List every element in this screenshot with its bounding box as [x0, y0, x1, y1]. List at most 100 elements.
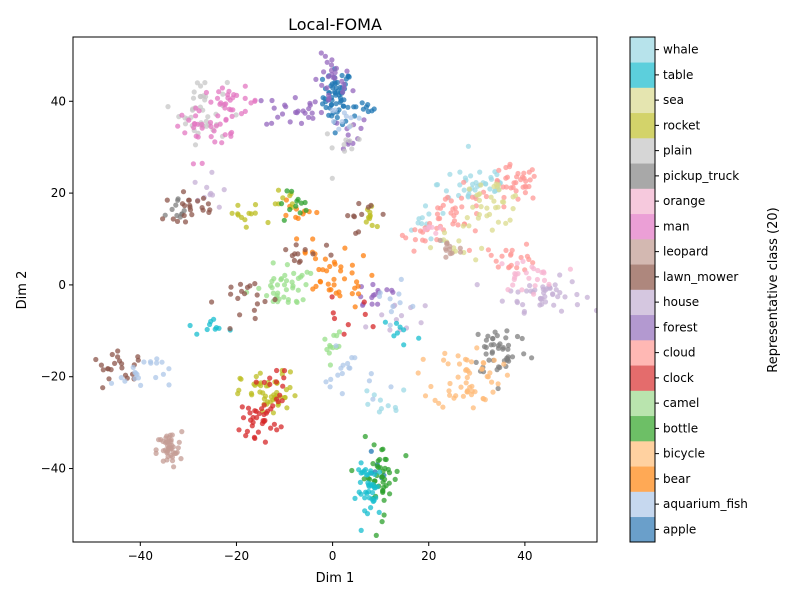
scatter-point-camel — [290, 285, 296, 291]
scatter-point-orange — [520, 258, 526, 264]
scatter-point-aquarium_fish — [338, 365, 344, 371]
scatter-point-whale — [462, 175, 468, 181]
scatter-point-table — [376, 509, 382, 515]
scatter-point-pickup_truck — [485, 333, 491, 339]
scatter-point-sea — [488, 194, 494, 200]
scatter-point-clock — [255, 429, 261, 435]
scatter-point-apple — [319, 76, 326, 82]
scatter-point-aquarium_fish — [132, 375, 138, 382]
scatter-point-camel — [283, 278, 290, 284]
scatter-point-camel — [291, 270, 297, 276]
scatter-point-rocket — [374, 223, 380, 230]
scatter-point-cloud — [453, 209, 459, 216]
scatter-point-sea — [476, 197, 482, 203]
scatter-point-clock — [254, 415, 260, 421]
scatter-point-cloud — [488, 252, 494, 258]
scatter-point-bottle — [287, 206, 293, 213]
scatter-point-camel — [303, 282, 309, 288]
scatter-point-man — [226, 106, 232, 112]
scatter-point-house — [379, 312, 385, 318]
scatter-point-clock — [274, 427, 280, 433]
scatter-point-bottle — [349, 467, 355, 474]
scatter-point-pickup_truck — [503, 335, 509, 341]
scatter-point-pickup_truck — [496, 364, 502, 370]
scatter-point-whale — [440, 210, 446, 216]
scatter-point-bottle — [293, 203, 299, 209]
scatter-point-forest — [312, 99, 318, 105]
scatter-point-bottle — [403, 453, 409, 459]
scatter-point-cloud — [527, 177, 533, 183]
scatter-point-bottle — [371, 442, 377, 448]
colorbar-label-bottle: bottle — [663, 421, 698, 435]
colorbar-label-apple: apple — [663, 522, 696, 536]
scatter-point-man — [238, 111, 245, 117]
scatter-point-sea — [503, 220, 509, 226]
scatter-point-plain — [224, 79, 230, 86]
scatter-point-leopard — [175, 445, 181, 451]
y-tick-label: −40 — [41, 462, 66, 476]
scatter-point-rocket — [270, 410, 276, 416]
scatter-point-table — [394, 330, 400, 336]
scatter-point-bear — [314, 209, 320, 216]
scatter-point-orange — [531, 291, 537, 297]
scatter-point-whale — [465, 194, 471, 200]
scatter-point-leopard — [447, 246, 453, 252]
scatter-point-man — [186, 117, 192, 123]
scatter-point-bicycle — [464, 374, 470, 381]
scatter-point-clock — [263, 410, 269, 416]
scatter-point-table — [401, 342, 407, 348]
scatter-point-forest — [306, 114, 312, 120]
scatter-point-man — [242, 108, 248, 114]
scatter-point-plain — [341, 142, 347, 148]
scatter-point-pickup_truck — [509, 354, 516, 360]
scatter-point-house — [418, 320, 424, 326]
scatter-point-lawn_mower — [254, 292, 260, 298]
scatter-point-house — [574, 291, 580, 298]
scatter-point-cloud — [506, 265, 512, 271]
scatter-point-lawn_mower — [182, 219, 189, 225]
scatter-point-cloud — [530, 195, 536, 201]
scatter-point-clock — [331, 315, 338, 322]
scatter-point-cloud — [437, 215, 443, 222]
scatter-point-man — [175, 123, 181, 129]
scatter-point-cloud — [434, 211, 441, 217]
scatter-point-lawn_mower — [328, 252, 334, 258]
scatter-point-sea — [474, 192, 480, 198]
scatter-point-house — [539, 296, 545, 302]
scatter-point-apple — [353, 104, 359, 110]
scatter-point-bear — [331, 276, 337, 282]
scatter-point-plain — [205, 114, 211, 120]
scatter-point-pickup_truck — [162, 212, 168, 218]
scatter-point-clock — [271, 421, 277, 427]
scatter-point-table — [352, 495, 358, 501]
scatter-point-clock — [248, 417, 254, 423]
scatter-point-rocket — [280, 195, 286, 201]
scatter-point-cloud — [469, 194, 476, 200]
scatter-point-bicycle — [456, 361, 463, 367]
scatter-point-lawn_mower — [293, 242, 299, 248]
scatter-point-bottle — [361, 476, 367, 482]
colorbar-label-sea: sea — [663, 93, 684, 107]
x-axis-label: Dim 1 — [316, 571, 355, 586]
scatter-point-camel — [327, 362, 333, 368]
scatter-point-house — [387, 327, 393, 333]
scatter-point-camel — [256, 285, 262, 291]
scatter-point-bear — [331, 259, 337, 265]
scatter-point-table — [382, 319, 388, 325]
scatter-point-man — [215, 113, 221, 119]
scatter-point-aquarium_fish — [154, 360, 160, 366]
scatter-point-clock — [252, 408, 258, 414]
scatter-point-house — [527, 283, 533, 289]
scatter-point-bicycle — [447, 380, 453, 387]
scatter-point-sea — [495, 219, 501, 225]
scatter-point-bear — [320, 267, 326, 273]
scatter-point-bottle — [381, 484, 387, 490]
scatter-point-cloud — [529, 167, 535, 173]
scatter-point-bottle — [385, 466, 391, 473]
scatter-point-apple — [332, 130, 338, 136]
scatter-point-lawn_mower — [254, 301, 260, 307]
scatter-point-man — [223, 101, 229, 107]
scatter-point-bottle — [284, 188, 290, 194]
scatter-point-forest — [258, 98, 264, 104]
